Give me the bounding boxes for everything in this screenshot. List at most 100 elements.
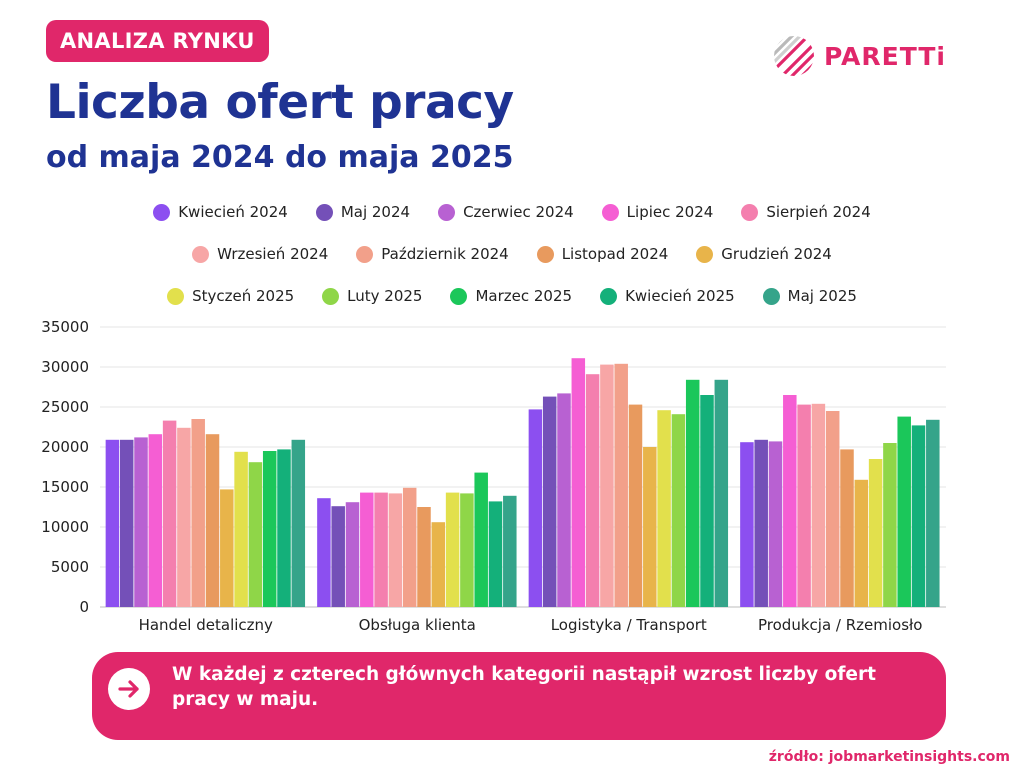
legend-item: Kwiecień 2024 [153, 203, 288, 221]
bar [191, 419, 205, 607]
bar [262, 451, 277, 607]
bar [854, 479, 869, 607]
brand-name: PARETTi [824, 41, 946, 71]
legend-swatch [601, 203, 619, 221]
legend-swatch [696, 245, 714, 263]
legend-item: Listopad 2024 [536, 245, 669, 263]
bar [868, 459, 883, 607]
bar [614, 363, 628, 607]
bar [345, 502, 360, 607]
bar [374, 492, 388, 607]
legend-label: Listopad 2024 [561, 245, 669, 263]
bar [205, 434, 220, 607]
bar [177, 427, 191, 607]
section-badge: ANALIZA RYNKU [46, 20, 269, 62]
bar [460, 493, 474, 607]
y-tick-label: 5000 [51, 558, 89, 576]
legend-swatch [438, 203, 456, 221]
bar [317, 498, 331, 607]
bar [797, 404, 811, 607]
bar [360, 492, 374, 607]
bar [402, 487, 417, 607]
bar [600, 364, 614, 607]
bar [740, 442, 754, 607]
bar [571, 358, 586, 607]
bar [220, 489, 234, 607]
bar [643, 447, 657, 607]
legend-item: Maj 2025 [762, 287, 857, 305]
legend-row-3: Styczeń 2025 Luty 2025 Marzec 2025 Kwiecień… [0, 287, 1024, 305]
brand-logo: PARETTi [772, 34, 946, 78]
legend-swatch [741, 203, 759, 221]
callout-arrow [108, 668, 150, 710]
x-category-label: Produkcja / Rzemiosło [758, 616, 922, 634]
bar [474, 472, 488, 607]
legend-swatch [536, 245, 554, 263]
page-title: Liczba ofert pracy [46, 75, 514, 130]
legend-label: Maj 2024 [340, 203, 411, 221]
legend-swatch [450, 287, 468, 305]
bar [488, 501, 503, 607]
bar [897, 416, 911, 607]
legend-item: Październik 2024 [356, 245, 509, 263]
bar [557, 393, 571, 607]
legend-swatch [600, 287, 618, 305]
legend-label: Maj 2025 [787, 287, 857, 305]
y-tick-label: 35000 [41, 318, 89, 336]
bar-chart: 0 5000 10000 15000 20000 25000 30000 35000 Hande… [41, 318, 946, 634]
bar [134, 437, 148, 607]
x-category-label: Obsługa klienta [359, 616, 476, 634]
bar [503, 495, 517, 607]
y-tick-label: 15000 [41, 478, 89, 496]
legend-row-2: Wrzesień 2024 Październik 2024 Listopad 20… [0, 245, 1024, 263]
bar [291, 439, 306, 607]
legend-label: Lipiec 2024 [626, 203, 714, 221]
legend-label: Kwiecień 2024 [178, 203, 288, 221]
bar [700, 395, 714, 607]
bar [628, 404, 643, 607]
bar [585, 374, 600, 607]
page-subtitle: od maja 2024 do maja 2025 [46, 140, 514, 175]
legend-label: Wrzesień 2024 [217, 245, 329, 263]
x-category-label: Handel detaliczny [139, 616, 273, 634]
bar [911, 425, 926, 607]
bar [445, 492, 460, 607]
x-category-label: Logistyka / Transport [551, 616, 707, 634]
bar [388, 493, 403, 607]
bar [162, 420, 177, 607]
bar [528, 409, 543, 607]
y-tick-label: 0 [79, 598, 89, 616]
bar [331, 506, 345, 607]
bar [671, 414, 686, 607]
bar [148, 434, 163, 607]
source-note: źródło: jobmarketinsights.com [768, 749, 1010, 765]
bar [768, 441, 783, 607]
callout-text: W każdej z czterech głównych kategorii n… [172, 664, 876, 710]
bar [714, 379, 729, 607]
bar [105, 439, 120, 607]
legend-label: Czerwiec 2024 [463, 203, 574, 221]
y-tick-label: 25000 [41, 398, 89, 416]
legend-item: Marzec 2025 [450, 287, 572, 305]
bar [825, 411, 840, 607]
legend-item: Wrzesień 2024 [192, 245, 328, 263]
bar [119, 439, 134, 607]
legend-item: Kwiecień 2025 [600, 287, 735, 305]
bar [431, 522, 446, 607]
legend-label: Styczeń 2025 [192, 287, 295, 305]
legend-item: Lipiec 2024 [601, 203, 714, 221]
legend-item: Grudzień 2024 [696, 245, 832, 263]
legend-item: Sierpień 2024 [741, 203, 871, 221]
legend-item: Styczeń 2025 [167, 287, 294, 305]
legend-label: Kwiecień 2025 [625, 287, 735, 305]
bar [811, 403, 826, 607]
bar [754, 439, 768, 607]
bar [417, 507, 431, 607]
legend-swatch [153, 203, 171, 221]
bar [234, 451, 248, 607]
legend-item: Luty 2025 [322, 287, 422, 305]
legend-item: Maj 2024 [315, 203, 411, 221]
legend-label: Sierpień 2024 [766, 203, 871, 221]
y-tick-label: 10000 [41, 518, 89, 536]
y-tick-label: 30000 [41, 358, 89, 376]
